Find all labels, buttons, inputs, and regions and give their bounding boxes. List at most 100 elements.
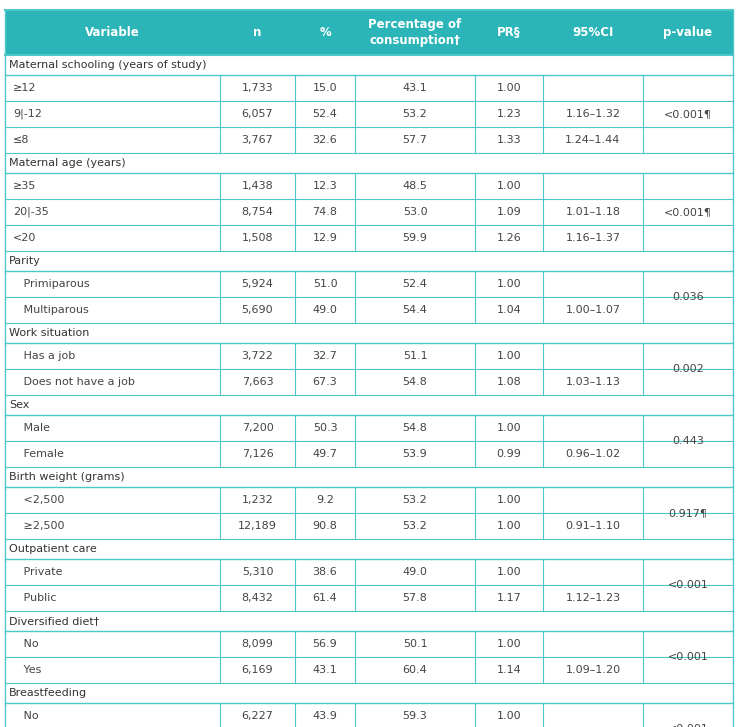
Text: 0.917¶: 0.917¶	[669, 508, 708, 518]
Text: <2,500: <2,500	[13, 495, 64, 505]
Text: 8,432: 8,432	[241, 593, 274, 603]
Text: 49.0: 49.0	[402, 567, 427, 577]
Text: PR§: PR§	[497, 26, 521, 39]
Text: Birth weight (grams): Birth weight (grams)	[9, 472, 125, 482]
Bar	[5, 467, 733, 487]
Text: 53.9: 53.9	[403, 449, 427, 459]
Text: 43.1: 43.1	[403, 83, 427, 93]
Text: 5,690: 5,690	[241, 305, 273, 315]
Text: 74.8: 74.8	[312, 207, 337, 217]
Text: ≥35: ≥35	[13, 181, 36, 191]
Text: 0.91–1.10: 0.91–1.10	[565, 521, 621, 531]
Text: 3,722: 3,722	[241, 351, 274, 361]
Text: ≥12: ≥12	[13, 83, 36, 93]
Text: 0.96–1.02: 0.96–1.02	[565, 449, 621, 459]
Text: 1.00: 1.00	[497, 639, 521, 649]
Text: 67.3: 67.3	[313, 377, 337, 387]
Text: 1.14: 1.14	[497, 665, 521, 675]
Text: 1.00: 1.00	[497, 495, 521, 505]
Text: 32.7: 32.7	[313, 351, 337, 361]
Text: 1,733: 1,733	[241, 83, 273, 93]
Text: 1.01–1.18: 1.01–1.18	[565, 207, 621, 217]
Text: 43.9: 43.9	[313, 711, 337, 721]
Bar	[5, 369, 733, 395]
Bar	[5, 225, 733, 251]
Text: 6,057: 6,057	[241, 109, 273, 119]
Text: Sex: Sex	[9, 400, 30, 410]
Bar	[5, 199, 733, 225]
Bar	[5, 611, 733, 631]
Text: 54.8: 54.8	[402, 423, 427, 433]
Text: 8,099: 8,099	[241, 639, 274, 649]
Text: 1.00–1.07: 1.00–1.07	[565, 305, 621, 315]
Text: 61.4: 61.4	[313, 593, 337, 603]
Text: No: No	[13, 639, 38, 649]
Text: 48.5: 48.5	[402, 181, 427, 191]
Text: 1.00: 1.00	[497, 567, 521, 577]
Text: 6,169: 6,169	[241, 665, 273, 675]
Text: 49.0: 49.0	[313, 305, 337, 315]
Text: Percentage of
consumption†: Percentage of consumption†	[368, 18, 462, 47]
Text: 1.00: 1.00	[497, 711, 521, 721]
Bar	[5, 585, 733, 611]
Text: 0.002: 0.002	[672, 364, 704, 374]
Text: <0.001: <0.001	[668, 652, 708, 662]
Text: ≥2,500: ≥2,500	[13, 521, 64, 531]
Bar	[5, 323, 733, 343]
Text: 57.8: 57.8	[402, 593, 427, 603]
Text: 52.4: 52.4	[313, 109, 337, 119]
Bar	[5, 75, 733, 101]
Text: <0.001¶: <0.001¶	[664, 109, 712, 119]
Bar	[5, 513, 733, 539]
Text: Variable: Variable	[85, 26, 140, 39]
Text: 20|-35: 20|-35	[13, 206, 49, 217]
Text: 38.6: 38.6	[313, 567, 337, 577]
Text: Breastfeeding: Breastfeeding	[9, 688, 87, 698]
Text: 90.8: 90.8	[313, 521, 337, 531]
Text: 0.99: 0.99	[497, 449, 522, 459]
Text: 1.16–1.37: 1.16–1.37	[565, 233, 621, 243]
Text: <0.001: <0.001	[668, 724, 708, 727]
Text: 1.00: 1.00	[497, 279, 521, 289]
Text: 59.9: 59.9	[402, 233, 427, 243]
Text: Parity: Parity	[9, 256, 41, 266]
Bar	[5, 487, 733, 513]
Text: 7,200: 7,200	[241, 423, 273, 433]
Text: 1.04: 1.04	[497, 305, 521, 315]
Text: 43.1: 43.1	[313, 665, 337, 675]
Text: 1.23: 1.23	[497, 109, 521, 119]
Text: Primiparous: Primiparous	[13, 279, 89, 289]
Text: 1.00: 1.00	[497, 83, 521, 93]
Text: 1.17: 1.17	[497, 593, 521, 603]
Bar	[5, 10, 733, 55]
Bar	[5, 271, 733, 297]
Text: <0.001¶: <0.001¶	[664, 207, 712, 217]
Text: p-value: p-value	[663, 26, 713, 39]
Text: 6,227: 6,227	[241, 711, 274, 721]
Text: Maternal schooling (years of study): Maternal schooling (years of study)	[9, 60, 207, 70]
Bar	[5, 657, 733, 683]
Text: 95%CI: 95%CI	[572, 26, 614, 39]
Text: 1.00: 1.00	[497, 351, 521, 361]
Text: Female: Female	[13, 449, 64, 459]
Text: Yes: Yes	[13, 665, 41, 675]
Text: <0.001: <0.001	[668, 580, 708, 590]
Text: 1.33: 1.33	[497, 135, 521, 145]
Text: 5,310: 5,310	[242, 567, 273, 577]
Text: Diversified diet†: Diversified diet†	[9, 616, 99, 626]
Bar	[5, 101, 733, 127]
Text: 53.2: 53.2	[403, 495, 427, 505]
Text: 1,508: 1,508	[241, 233, 273, 243]
Bar	[5, 153, 733, 173]
Bar	[5, 251, 733, 271]
Bar	[5, 703, 733, 727]
Bar	[5, 539, 733, 559]
Text: 51.0: 51.0	[313, 279, 337, 289]
Text: 57.7: 57.7	[402, 135, 427, 145]
Text: 0.036: 0.036	[672, 292, 704, 302]
Bar	[5, 415, 733, 441]
Text: Public: Public	[13, 593, 57, 603]
Text: 5,924: 5,924	[241, 279, 274, 289]
Text: 1.09–1.20: 1.09–1.20	[565, 665, 621, 675]
Text: 56.9: 56.9	[313, 639, 337, 649]
